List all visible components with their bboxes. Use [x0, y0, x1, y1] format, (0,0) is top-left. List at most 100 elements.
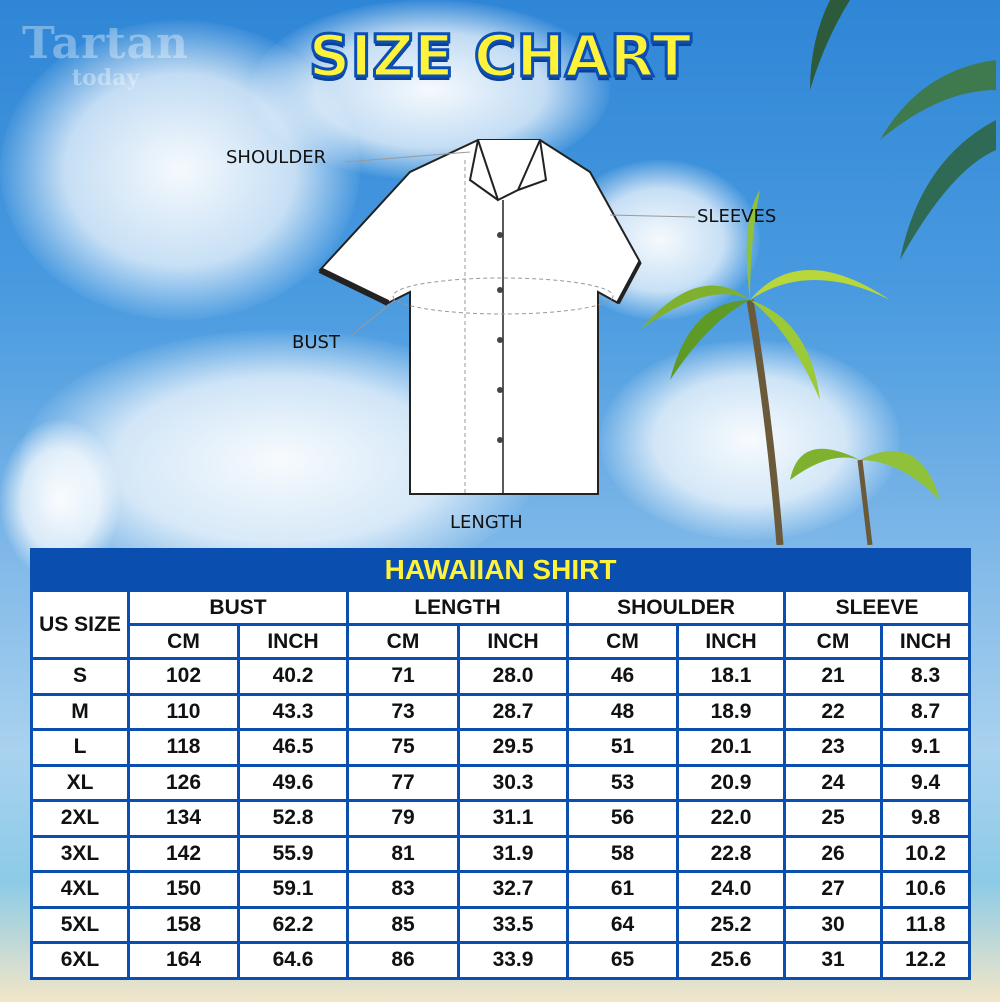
- size-cell: 6XL: [30, 941, 130, 980]
- measurement-cell: 55.9: [237, 834, 349, 873]
- measurement-cell: 24: [783, 763, 883, 802]
- unit-header: CM: [127, 623, 240, 660]
- measurement-cell: 158: [127, 905, 240, 944]
- measurement-cell: 31.1: [457, 799, 569, 838]
- measurement-cell: 25.6: [676, 941, 786, 980]
- measurement-cell: 26: [783, 834, 883, 873]
- measurement-cell: 9.1: [879, 728, 972, 767]
- measurement-cell: 22.8: [676, 834, 786, 873]
- measurement-cell: 25: [783, 799, 883, 838]
- measurement-cell: 51: [566, 728, 679, 767]
- size-cell: XL: [30, 763, 130, 802]
- unit-header: INCH: [457, 623, 569, 660]
- sleeves-label: SLEEVES: [697, 206, 777, 227]
- length-label: LENGTH: [450, 512, 523, 533]
- measurement-cell: 33.5: [457, 905, 569, 944]
- group-header-bust: BUST: [127, 589, 349, 626]
- measurement-cell: 64.6: [237, 941, 349, 980]
- measurement-cell: 22: [783, 692, 883, 731]
- table-row: 4XL 150 59.1 83 32.7 61 24.0 27 10.6: [30, 870, 972, 909]
- unit-header: CM: [566, 623, 679, 660]
- measurement-cell: 79: [346, 799, 460, 838]
- measurement-cell: 52.8: [237, 799, 349, 838]
- measurement-cell: 18.9: [676, 692, 786, 731]
- measurement-cell: 28.7: [457, 692, 569, 731]
- measurement-cell: 10.2: [879, 834, 972, 873]
- measurement-cell: 56: [566, 799, 679, 838]
- measurement-cell: 110: [127, 692, 240, 731]
- bust-label: BUST: [292, 332, 340, 353]
- measurement-cell: 28.0: [457, 657, 569, 696]
- size-cell: S: [30, 657, 130, 696]
- measurement-cell: 25.2: [676, 905, 786, 944]
- size-cell: M: [30, 692, 130, 731]
- measurement-cell: 8.7: [879, 692, 972, 731]
- measurement-cell: 9.8: [879, 799, 972, 838]
- unit-header: INCH: [237, 623, 349, 660]
- measurement-cell: 81: [346, 834, 460, 873]
- table-row: 3XL 142 55.9 81 31.9 58 22.8 26 10.2: [30, 834, 972, 873]
- brand-watermark-logo: Tartan today: [22, 18, 189, 91]
- table-row: S 102 40.2 71 28.0 46 18.1 21 8.3: [30, 657, 972, 696]
- measurement-cell: 12.2: [879, 941, 972, 980]
- measurement-cell: 83: [346, 870, 460, 909]
- table-body: S 102 40.2 71 28.0 46 18.1 21 8.3 M 110 43.3 73 28.7 4…: [30, 657, 972, 980]
- measurement-cell: 62.2: [237, 905, 349, 944]
- measurement-cell: 134: [127, 799, 240, 838]
- measurement-cell: 164: [127, 941, 240, 980]
- cloud: [600, 340, 900, 540]
- measurement-cell: 40.2: [237, 657, 349, 696]
- measurement-cell: 65: [566, 941, 679, 980]
- measurement-cell: 85: [346, 905, 460, 944]
- logo-text-primary: Tartan: [22, 18, 190, 69]
- units-row: CM INCH CM INCH CM INCH CM INCH: [32, 623, 972, 660]
- size-cell: L: [30, 728, 130, 767]
- size-cell: 5XL: [30, 905, 130, 944]
- unit-header: CM: [346, 623, 460, 660]
- table-row: 2XL 134 52.8 79 31.1 56 22.0 25 9.8: [30, 799, 972, 838]
- measurement-cell: 21: [783, 657, 883, 696]
- measurement-cell: 43.3: [237, 692, 349, 731]
- measurement-cell: 33.9: [457, 941, 569, 980]
- measurement-cell: 58: [566, 834, 679, 873]
- measurement-cell: 150: [127, 870, 240, 909]
- measurement-cell: 86: [346, 941, 460, 980]
- measurement-cell: 75: [346, 728, 460, 767]
- size-cell: 4XL: [30, 870, 130, 909]
- measurement-cell: 32.7: [457, 870, 569, 909]
- group-header-length: LENGTH: [346, 589, 569, 626]
- palm-tree-illustration: [640, 0, 996, 545]
- measurement-cell: 29.5: [457, 728, 569, 767]
- group-header-shoulder: SHOULDER: [566, 589, 786, 626]
- measurement-cell: 31.9: [457, 834, 569, 873]
- measurement-cell: 8.3: [879, 657, 972, 696]
- measurement-cell: 20.1: [676, 728, 786, 767]
- page-title: SIZE CHART: [307, 21, 693, 92]
- measurement-cell: 46.5: [237, 728, 349, 767]
- measurement-cell: 23: [783, 728, 883, 767]
- unit-header: INCH: [879, 623, 972, 660]
- measurement-cell: 77: [346, 763, 460, 802]
- measurement-cell: 53: [566, 763, 679, 802]
- measurement-cell: 30: [783, 905, 883, 944]
- unit-header: INCH: [676, 623, 786, 660]
- table-row: XL 126 49.6 77 30.3 53 20.9 24 9.4: [30, 763, 972, 802]
- shoulder-label: SHOULDER: [226, 147, 327, 168]
- measurement-cell: 71: [346, 657, 460, 696]
- measurement-cell: 73: [346, 692, 460, 731]
- measurement-cell: 46: [566, 657, 679, 696]
- measurement-cell: 61: [566, 870, 679, 909]
- table-row: L 118 46.5 75 29.5 51 20.1 23 9.1: [30, 728, 972, 767]
- size-column-header: US SIZE: [30, 589, 130, 660]
- measurement-cell: 24.0: [676, 870, 786, 909]
- table-caption: HAWAIIAN SHIRT: [29, 548, 972, 592]
- group-header-sleeve: SLEEVE: [782, 589, 972, 626]
- measurement-cell: 64: [566, 905, 679, 944]
- measurement-cell: 27: [783, 870, 883, 909]
- size-cell: 2XL: [30, 799, 130, 838]
- size-table: HAWAIIAN SHIRT US SIZE BUST LENGTH SHOUL…: [29, 548, 972, 980]
- measurement-cell: 126: [127, 763, 240, 802]
- table-row: M 110 43.3 73 28.7 48 18.9 22 8.7: [30, 692, 972, 731]
- measurement-cell: 11.8: [879, 905, 972, 944]
- logo-text-secondary: today: [71, 65, 140, 91]
